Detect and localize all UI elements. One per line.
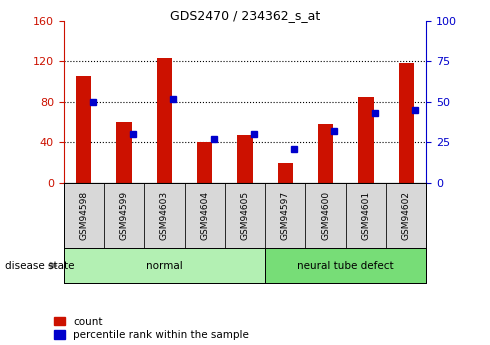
- Bar: [76, 77, 92, 183]
- Text: GSM94601: GSM94601: [361, 191, 370, 240]
- Text: GSM94605: GSM94605: [241, 191, 249, 240]
- Text: GSM94597: GSM94597: [281, 191, 290, 240]
- Bar: [117, 122, 132, 183]
- Bar: [157, 58, 172, 183]
- Bar: [278, 162, 293, 183]
- Text: GDS2470 / 234362_s_at: GDS2470 / 234362_s_at: [170, 9, 320, 22]
- Text: normal: normal: [146, 261, 183, 270]
- Text: GSM94604: GSM94604: [200, 191, 209, 240]
- Legend: count, percentile rank within the sample: count, percentile rank within the sample: [54, 317, 249, 340]
- Bar: [197, 142, 212, 183]
- Text: GSM94603: GSM94603: [160, 191, 169, 240]
- Text: neural tube defect: neural tube defect: [297, 261, 394, 270]
- Text: disease state: disease state: [5, 261, 74, 270]
- Text: GSM94598: GSM94598: [79, 191, 88, 240]
- Text: GSM94602: GSM94602: [402, 191, 411, 240]
- Bar: [318, 124, 333, 183]
- Bar: [358, 97, 373, 183]
- Bar: [237, 135, 253, 183]
- Text: GSM94600: GSM94600: [321, 191, 330, 240]
- Bar: [398, 63, 414, 183]
- Text: GSM94599: GSM94599: [120, 191, 129, 240]
